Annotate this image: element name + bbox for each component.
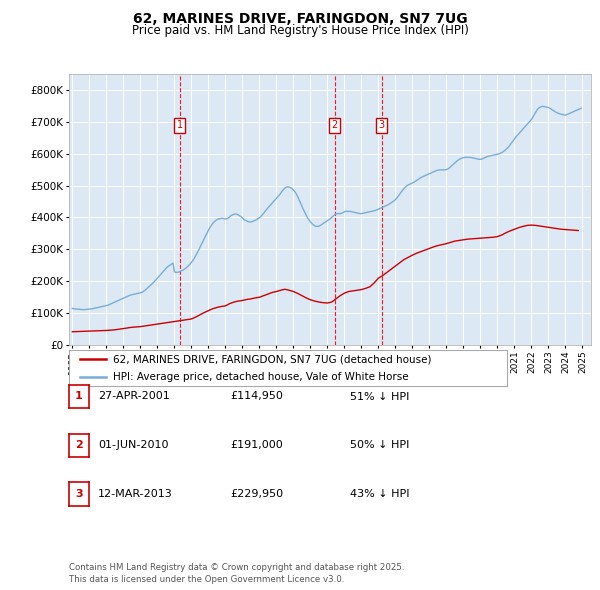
Text: HPI: Average price, detached house, Vale of White Horse: HPI: Average price, detached house, Vale… (113, 372, 409, 382)
Text: 62, MARINES DRIVE, FARINGDON, SN7 7UG: 62, MARINES DRIVE, FARINGDON, SN7 7UG (133, 12, 467, 26)
Text: 12-MAR-2013: 12-MAR-2013 (98, 489, 173, 499)
Text: 51% ↓ HPI: 51% ↓ HPI (350, 392, 409, 401)
Text: 01-JUN-2010: 01-JUN-2010 (98, 441, 168, 450)
Text: 2: 2 (75, 441, 83, 450)
Text: 50% ↓ HPI: 50% ↓ HPI (350, 441, 409, 450)
Text: 1: 1 (177, 120, 183, 130)
Text: 3: 3 (75, 489, 83, 499)
Text: Contains HM Land Registry data © Crown copyright and database right 2025.
This d: Contains HM Land Registry data © Crown c… (69, 563, 404, 584)
Text: £191,000: £191,000 (230, 441, 283, 450)
Text: 3: 3 (379, 120, 385, 130)
Text: 1: 1 (75, 392, 83, 401)
Text: £229,950: £229,950 (230, 489, 283, 499)
Text: 2: 2 (331, 120, 338, 130)
Text: 43% ↓ HPI: 43% ↓ HPI (350, 489, 409, 499)
Text: 62, MARINES DRIVE, FARINGDON, SN7 7UG (detached house): 62, MARINES DRIVE, FARINGDON, SN7 7UG (d… (113, 354, 431, 364)
Text: £114,950: £114,950 (230, 392, 283, 401)
Text: Price paid vs. HM Land Registry's House Price Index (HPI): Price paid vs. HM Land Registry's House … (131, 24, 469, 37)
Text: 27-APR-2001: 27-APR-2001 (98, 392, 170, 401)
